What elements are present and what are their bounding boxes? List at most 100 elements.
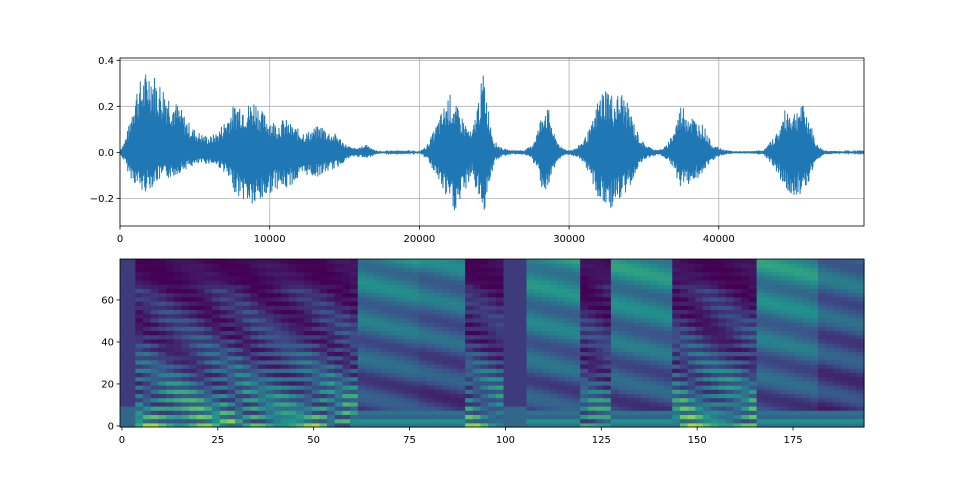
spectrogram-cell	[794, 280, 804, 285]
spectrogram-x-tick-label: 0	[119, 435, 125, 446]
spectrogram-cell	[411, 343, 420, 348]
spectrogram-cell	[357, 393, 367, 399]
spectrogram-cell	[288, 364, 298, 369]
spectrogram-cell	[557, 301, 566, 306]
spectrogram-cell	[411, 372, 420, 378]
spectrogram-cell	[503, 351, 512, 357]
spectrogram-cell	[580, 305, 589, 310]
spectrogram-cell	[664, 284, 673, 289]
spectrogram-cell	[388, 330, 397, 336]
spectrogram-cell	[480, 301, 489, 306]
spectrogram-cell	[687, 422, 696, 428]
spectrogram-cell	[196, 330, 205, 336]
spectrogram-cell	[810, 301, 819, 306]
spectrogram-cell	[541, 296, 551, 302]
spectrogram-cell	[511, 347, 520, 352]
spectrogram-cell	[150, 263, 159, 268]
spectrogram-cell	[679, 372, 689, 378]
spectrogram-cell	[150, 380, 159, 386]
spectrogram-cell	[595, 280, 604, 285]
spectrogram-cell	[656, 389, 666, 394]
spectrogram-cell	[503, 330, 512, 336]
spectrogram-cell	[150, 301, 159, 306]
spectrogram-cell	[810, 284, 819, 289]
spectrogram-cell	[756, 309, 765, 315]
spectrogram-cell	[679, 263, 689, 268]
spectrogram-cell	[541, 410, 551, 415]
spectrogram-cell	[825, 393, 834, 399]
spectrogram-cell	[219, 288, 228, 294]
spectrogram-cell	[626, 267, 635, 273]
spectrogram-cell	[564, 397, 574, 403]
spectrogram-cell	[204, 347, 213, 352]
spectrogram-cell	[449, 397, 459, 403]
spectrogram-cell	[127, 322, 136, 327]
spectrogram-cell	[495, 280, 505, 285]
spectrogram-cell	[212, 380, 221, 386]
spectrogram-cell	[649, 347, 658, 352]
spectrogram-cell	[342, 313, 351, 319]
spectrogram-cell	[449, 380, 459, 386]
spectrogram-cell	[457, 301, 466, 306]
spectrogram-cell	[189, 326, 198, 331]
spectrogram-cell	[848, 406, 857, 411]
spectrogram-cell	[212, 334, 221, 340]
spectrogram-cell	[587, 397, 597, 403]
spectrogram-cell	[166, 351, 175, 357]
spectrogram-cell	[626, 338, 635, 344]
spectrogram-cell	[127, 271, 136, 277]
spectrogram-cell	[664, 305, 673, 310]
spectrogram-cell	[817, 385, 827, 390]
spectrogram-cell	[196, 393, 205, 399]
spectrogram-cell	[649, 313, 658, 319]
spectrogram-cell	[419, 393, 428, 399]
spectrogram-cell	[380, 380, 390, 386]
spectrogram-cell	[258, 330, 267, 336]
spectrogram-cell	[273, 343, 282, 348]
spectrogram-cell	[672, 292, 681, 298]
spectrogram-cell	[342, 271, 351, 277]
spectrogram-cell	[273, 418, 282, 424]
spectrogram-cell	[702, 275, 712, 281]
spectrogram-cell	[495, 364, 505, 369]
spectrogram-cell	[503, 401, 512, 407]
spectrogram-cell	[557, 385, 566, 390]
spectrogram-cell	[572, 355, 581, 361]
spectrogram-cell	[150, 309, 159, 315]
spectrogram-cell	[219, 380, 228, 386]
spectrogram-cell	[258, 414, 267, 420]
spectrogram-cell	[779, 397, 788, 403]
spectrogram-cell	[426, 355, 436, 361]
spectrogram-cell	[350, 334, 359, 340]
spectrogram-cell	[288, 372, 298, 378]
spectrogram-y-tick-label: 20	[101, 379, 114, 390]
spectrogram-cell	[580, 309, 589, 315]
spectrogram-cell	[143, 401, 152, 407]
spectrogram-cell	[687, 414, 696, 420]
spectrogram-cell	[350, 410, 359, 415]
spectrogram-cell	[495, 322, 505, 327]
spectrogram-cell	[465, 364, 474, 369]
spectrogram-cell	[219, 275, 228, 281]
spectrogram-cell	[434, 389, 443, 394]
spectrogram-cell	[564, 422, 574, 428]
spectrogram-cell	[733, 372, 742, 378]
spectrogram-cell	[557, 338, 566, 344]
spectrogram-cell	[633, 296, 643, 302]
spectrogram-cell	[794, 410, 804, 415]
spectrogram-cell	[541, 305, 551, 310]
spectrogram-cell	[526, 364, 535, 369]
spectrogram-cell	[756, 343, 765, 348]
spectrogram-cell	[288, 343, 298, 348]
spectrogram-cell	[196, 296, 205, 302]
spectrogram-cell	[419, 368, 428, 373]
spectrogram-cell	[695, 338, 704, 344]
spectrogram-cell	[626, 263, 635, 268]
spectrogram-cell	[334, 418, 344, 424]
spectrogram-cell	[541, 359, 551, 365]
spectrogram-cell	[764, 347, 773, 352]
spectrogram-cell	[511, 322, 520, 327]
spectrogram-cell	[304, 343, 313, 348]
spectrogram-cell	[212, 351, 221, 357]
